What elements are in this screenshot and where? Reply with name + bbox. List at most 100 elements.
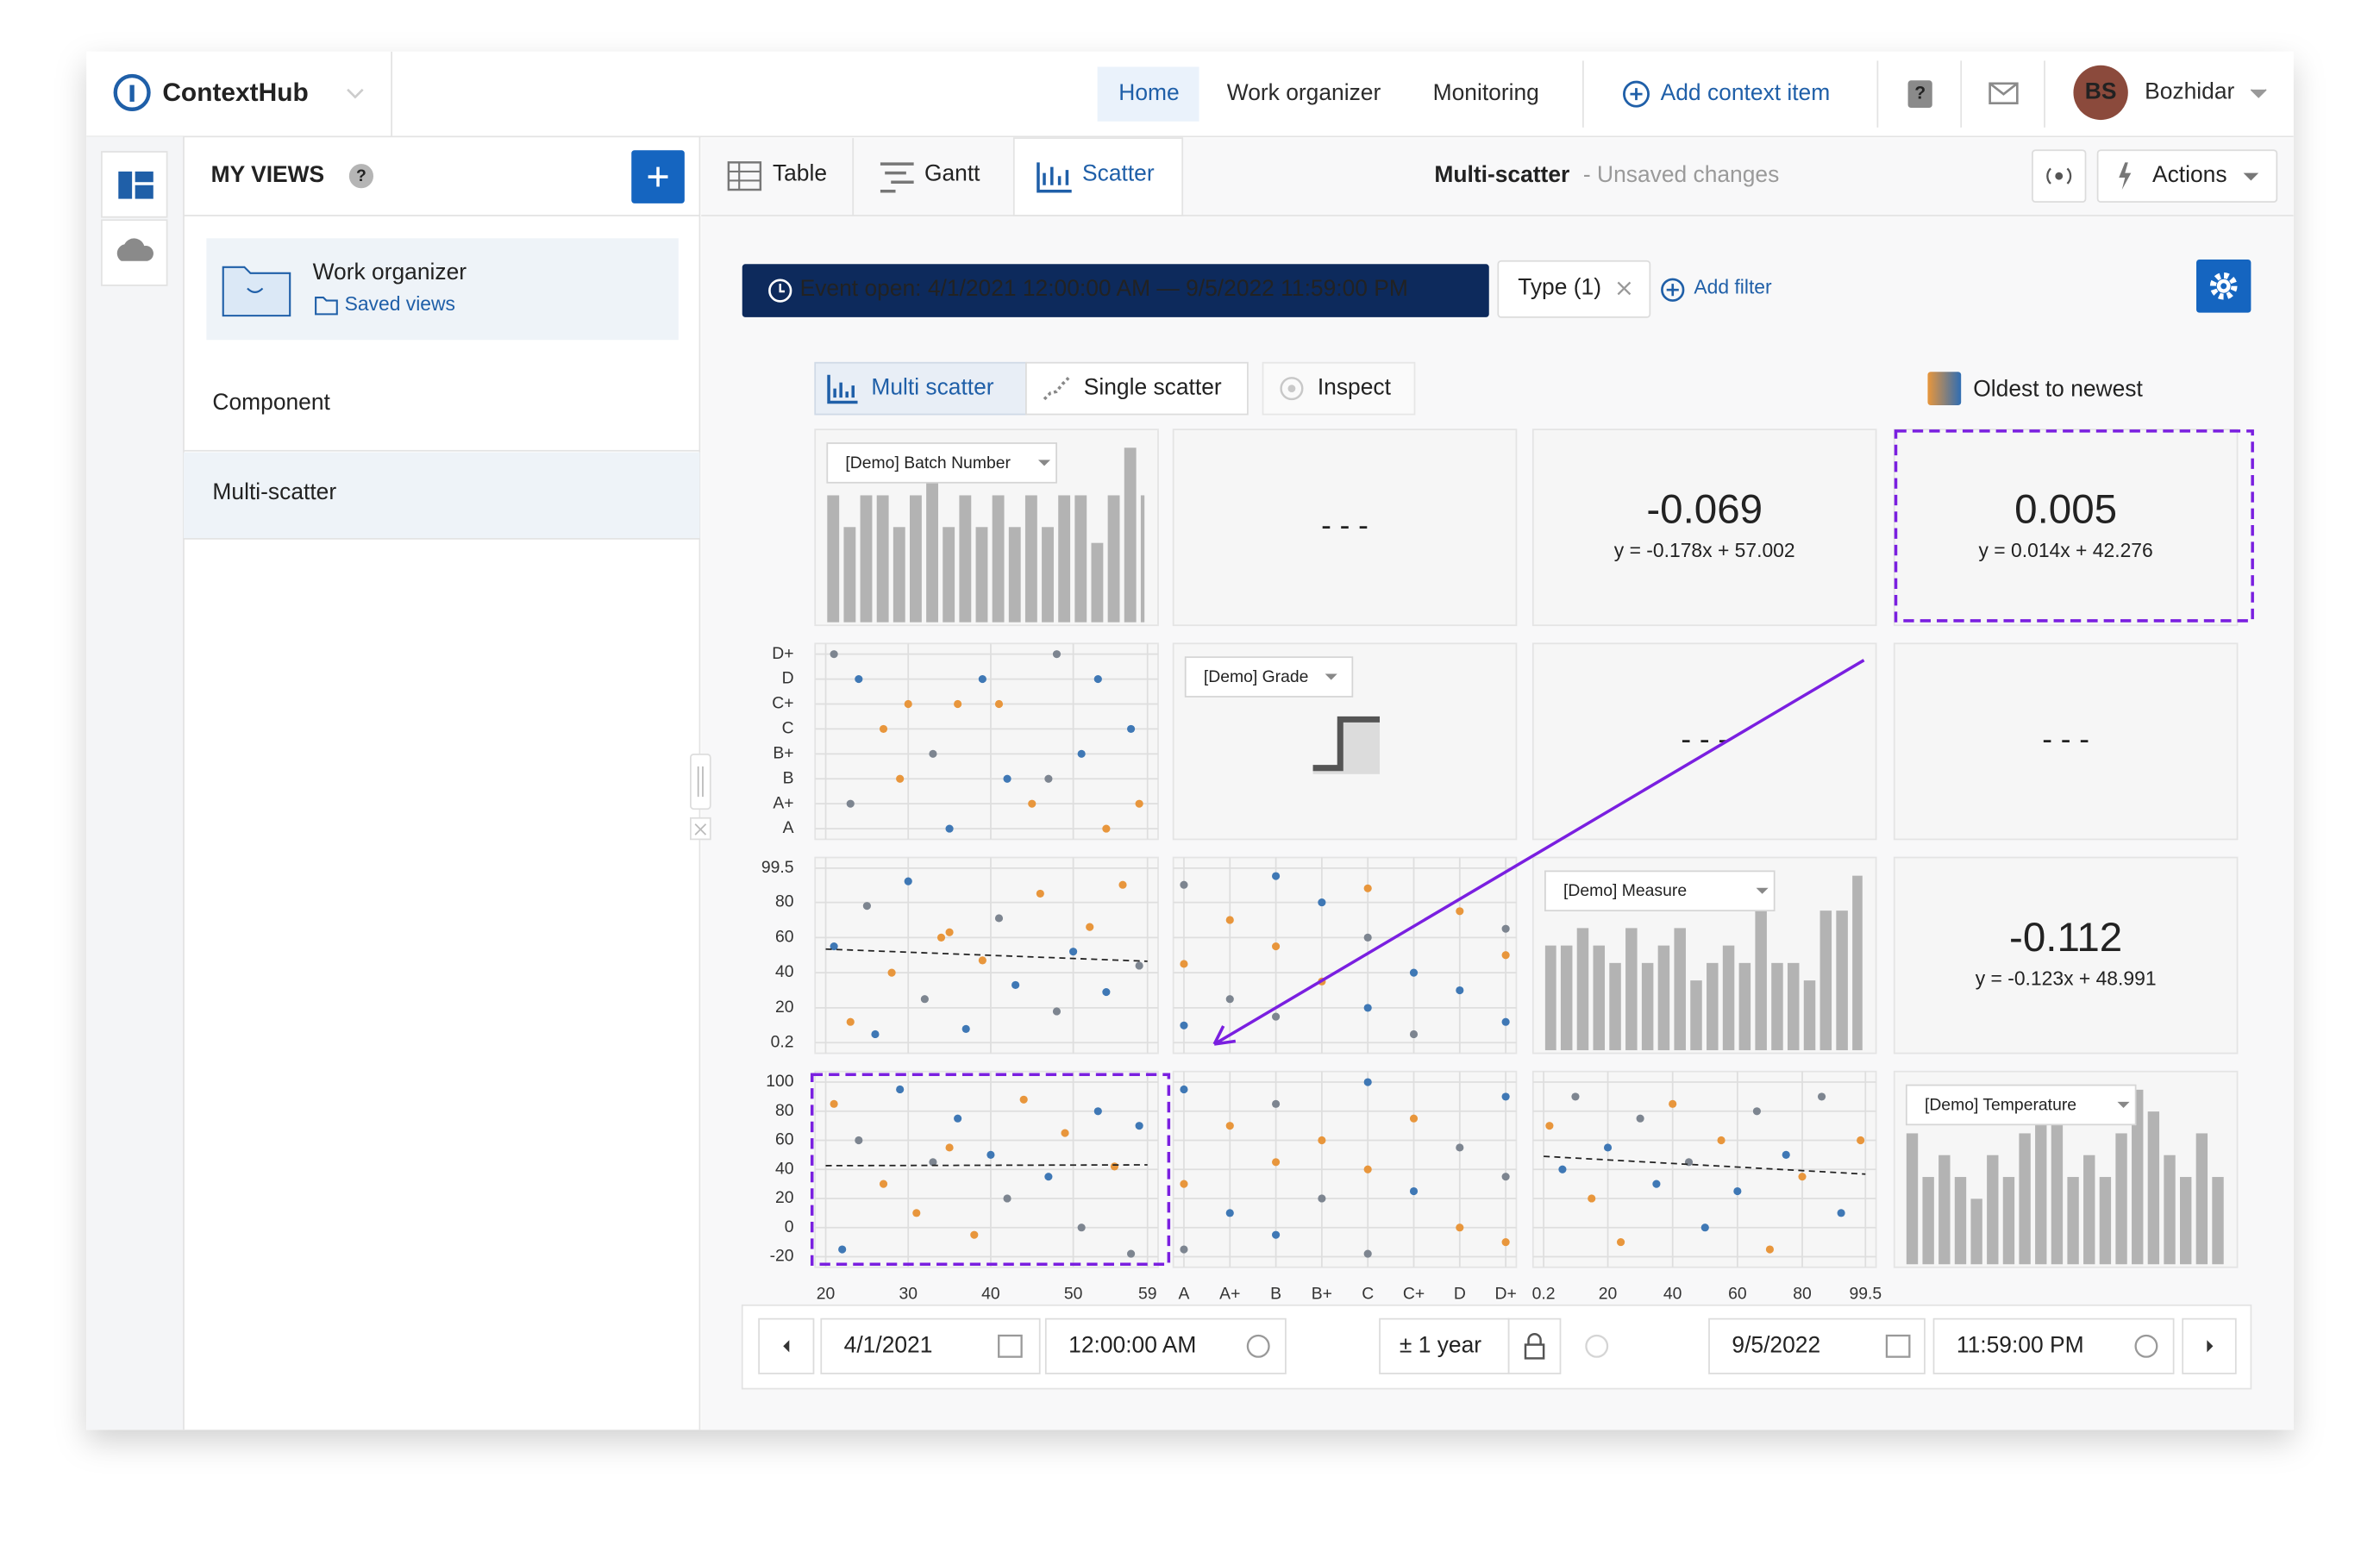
type-filter-label: Type (1) [1518, 273, 1601, 299]
y-tick-label: C [782, 719, 794, 738]
folder-link[interactable]: Saved views [345, 292, 455, 315]
add-filter[interactable]: Add filter [1694, 275, 1772, 297]
scatter-point [1272, 1158, 1281, 1167]
y-tick-label: 20 [775, 998, 794, 1017]
mode-inspect[interactable]: Inspect [1318, 374, 1392, 400]
caret [1037, 460, 1051, 466]
variable-select[interactable] [1544, 870, 1776, 912]
scatter-point [945, 1143, 954, 1152]
mail-icon [1989, 82, 2019, 96]
y-tick-label: 100 [766, 1072, 794, 1091]
histogram-bar [860, 495, 873, 623]
variable-select[interactable] [826, 442, 1057, 484]
scatter-point [929, 749, 937, 758]
variable-name: [Demo] Batch Number [845, 454, 1011, 472]
x-tick-label: A+ [1219, 1285, 1240, 1304]
scatter-point [1003, 774, 1012, 783]
scatter-point [1501, 1017, 1510, 1026]
mail-icon[interactable] [1989, 82, 2019, 105]
scatter-point [978, 674, 986, 684]
scatter-point [1409, 1186, 1419, 1196]
scatter-point [1501, 1173, 1510, 1181]
scatter-point [855, 674, 863, 684]
variable-name: [Demo] Temperature [1925, 1095, 2076, 1114]
x-tick-label: 20 [1599, 1285, 1618, 1304]
y-tick-label: 0 [785, 1217, 794, 1236]
trend-line [1544, 1155, 1866, 1175]
add-filter-icon [1661, 278, 1685, 302]
logo [129, 84, 135, 102]
scatter-point [855, 1136, 863, 1145]
view-item[interactable]: Multi-scatter [212, 479, 336, 504]
end-time-input[interactable] [1932, 1317, 2175, 1374]
avatar[interactable] [2073, 65, 2128, 121]
histogram-bar [926, 447, 938, 623]
scatter-point [1817, 1092, 1826, 1101]
lock-icon [1527, 1333, 1542, 1345]
scatter-point [1272, 942, 1281, 951]
range: ± 1 year [1400, 1331, 1481, 1357]
start-date-input[interactable] [820, 1317, 1041, 1374]
lock-button[interactable] [1507, 1317, 1562, 1374]
regression-equation: y = -0.178x + 57.002 [1614, 539, 1795, 561]
view-item[interactable]: Component [212, 389, 330, 415]
scatter-point [994, 914, 1004, 923]
scatter-point [970, 1230, 979, 1239]
histogram-bar [1593, 945, 1606, 1051]
scatter-point [1652, 1180, 1661, 1188]
scatter-point [1225, 916, 1234, 924]
table-icon [728, 162, 761, 191]
histogram-bar [2195, 1133, 2208, 1265]
mode-single-scatter[interactable]: Single scatter [1084, 374, 1222, 400]
tab-scatter[interactable]: Scatter [1082, 160, 1155, 185]
scatter-point [1717, 1136, 1726, 1145]
y-tick-label: B+ [773, 743, 793, 762]
histogram-bar [1803, 980, 1816, 1051]
nav-work-organizer[interactable]: Work organizer [1227, 79, 1381, 105]
scatter-point [945, 928, 954, 936]
mode-multi-scatter[interactable]: Multi scatter [871, 374, 993, 400]
histogram-bar [2180, 1177, 2192, 1265]
help-icon[interactable] [348, 164, 374, 189]
scatter-point [920, 995, 929, 1004]
prev-icon [783, 1340, 790, 1353]
variable-select[interactable] [1184, 656, 1354, 698]
add-context-item[interactable]: Add context item [1661, 79, 1831, 105]
remove-filter[interactable] [1617, 281, 1632, 296]
scatter-point [1363, 884, 1372, 892]
scatter-point [1501, 924, 1510, 933]
end-date-input[interactable] [1708, 1317, 1926, 1374]
scatter-point [1061, 1129, 1069, 1137]
user-name[interactable]: Bozhidar [2145, 78, 2234, 103]
panel [1172, 429, 1518, 627]
correlation-value: 0.005 [2014, 487, 2117, 533]
scatter-point [1036, 889, 1044, 898]
start-time-input[interactable] [1044, 1317, 1287, 1374]
event-filter[interactable] [742, 264, 1489, 317]
y-tick-label: 99.5 [761, 858, 794, 877]
scatter-point [1558, 1165, 1567, 1173]
splitter-handle[interactable] [690, 753, 711, 810]
histogram-bar [1987, 1155, 1999, 1265]
range-input[interactable] [1379, 1317, 1510, 1374]
sidebar-title: MY VIEWS [211, 161, 325, 187]
nav-home[interactable]: Home [1118, 79, 1179, 105]
tab-gantt[interactable]: Gantt [924, 160, 980, 185]
help-icon[interactable] [1907, 80, 1932, 108]
scatter-point [1501, 1092, 1510, 1101]
scatter-point [830, 942, 838, 951]
actions-label: Actions [2152, 161, 2227, 187]
actions-button[interactable] [2096, 149, 2278, 203]
histogram-bar [1674, 928, 1686, 1051]
type-filter[interactable] [1497, 260, 1651, 318]
annotation-arrow [1213, 659, 1865, 1046]
gear-icon [2220, 283, 2227, 290]
cloud-icon [116, 238, 153, 261]
scatter-point [1052, 1007, 1062, 1016]
views-button[interactable] [101, 151, 168, 218]
x-tick-label: 59 [1138, 1285, 1157, 1304]
variable-select[interactable] [1905, 1084, 2137, 1126]
tab-table[interactable]: Table [773, 160, 827, 185]
prev-button[interactable] [758, 1317, 815, 1374]
nav-monitoring[interactable]: Monitoring [1433, 79, 1539, 105]
